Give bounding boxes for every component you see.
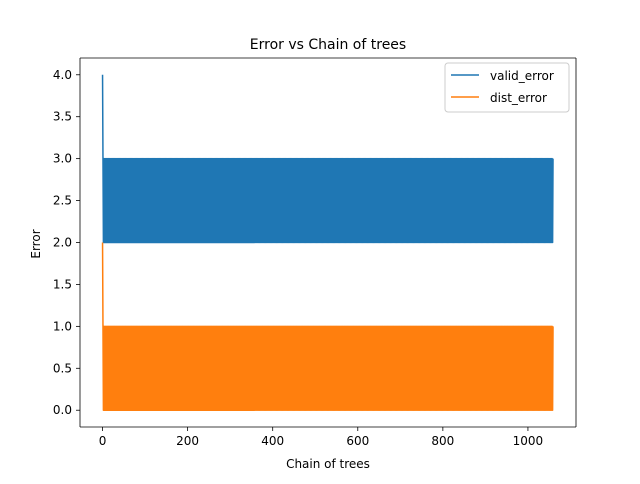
series-layer <box>101 74 554 411</box>
chart-title: Error vs Chain of trees <box>250 37 406 53</box>
axes-frame <box>79 57 577 428</box>
legend-label-valid-error: valid_error <box>490 69 554 83</box>
y-tick-label: 2.5 <box>53 194 72 208</box>
y-axis-ticks: 0.0 0.5 1.0 1.5 2.0 2.5 3.0 3.5 4.0 <box>53 68 80 417</box>
y-tick-label: 3.0 <box>53 152 72 166</box>
x-tick-label: 800 <box>431 434 454 448</box>
legend: valid_error dist_error <box>444 62 570 113</box>
y-tick-label: 0.5 <box>53 361 72 375</box>
x-tick-label: 400 <box>261 434 284 448</box>
x-tick-label: 1000 <box>513 434 544 448</box>
y-tick-label: 4.0 <box>53 68 72 82</box>
legend-label-dist-error: dist_error <box>490 91 547 105</box>
y-tick-label: 2.0 <box>53 236 72 250</box>
y-tick-label: 1.5 <box>53 277 72 291</box>
y-tick-label: 1.0 <box>53 319 72 333</box>
x-axis-ticks: 0 200 400 600 800 1000 <box>99 427 543 448</box>
x-tick-label: 200 <box>176 434 199 448</box>
x-axis-label: Chain of trees <box>286 457 370 471</box>
y-tick-label: 3.5 <box>53 110 72 124</box>
y-tick-label: 0.0 <box>53 403 72 417</box>
x-tick-label: 600 <box>346 434 369 448</box>
series-line-valid-error <box>101 74 554 244</box>
y-axis-label: Error <box>29 229 43 258</box>
series-line-dist-error <box>101 242 554 411</box>
x-tick-label: 0 <box>99 434 107 448</box>
